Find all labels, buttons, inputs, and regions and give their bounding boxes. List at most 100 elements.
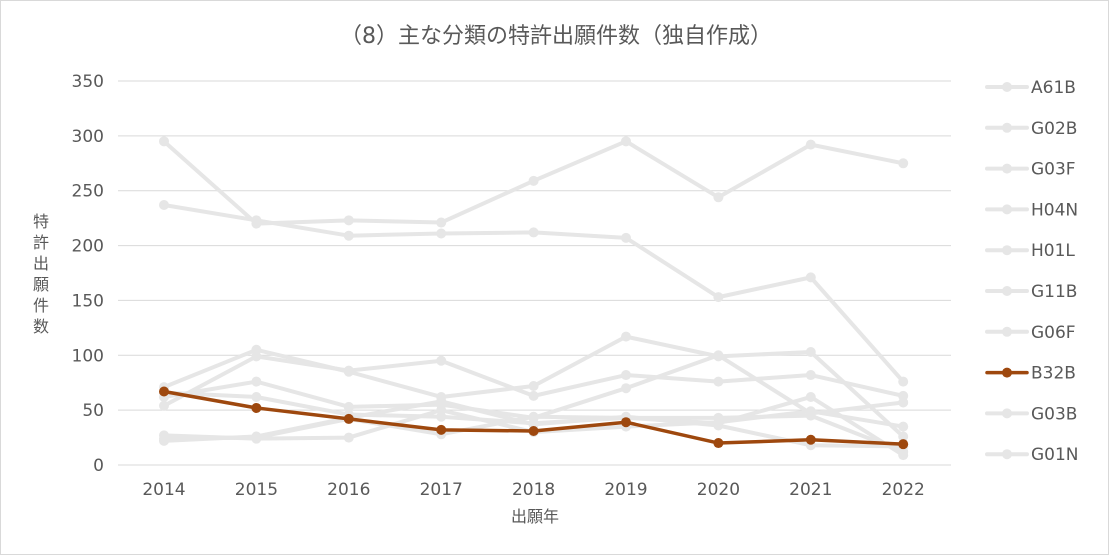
data-point (251, 432, 262, 443)
data-point (436, 228, 447, 239)
legend-label: B32B (1031, 364, 1076, 384)
legend-marker (1002, 82, 1012, 92)
data-point (528, 425, 539, 436)
data-point (805, 391, 816, 402)
legend-marker (1002, 449, 1012, 460)
data-point (713, 192, 724, 203)
legend-item-g11b: G11B (985, 282, 1077, 302)
legend-marker (1002, 408, 1012, 419)
data-point (805, 346, 816, 357)
data-point (898, 376, 909, 387)
data-point (621, 232, 631, 243)
legend-marker (1002, 122, 1012, 133)
data-point (436, 396, 447, 407)
x-axis-title: 出願年 (511, 507, 559, 526)
data-point (898, 158, 909, 169)
x-tick-label: 2022 (882, 480, 925, 500)
data-point (898, 431, 909, 442)
x-axis-ticks: 2014 2015 2016 2017 2018 2019 2020 2021 2022 (142, 480, 924, 500)
legend-marker (1002, 286, 1012, 296)
legend-marker (1002, 204, 1012, 215)
y-tick-label: 50 (82, 401, 104, 421)
y-tick-label: 250 (72, 182, 104, 202)
data-point (713, 438, 724, 449)
y-axis-title-char: 特 (33, 212, 49, 231)
series-h04n (159, 351, 909, 411)
data-point (805, 410, 816, 421)
y-tick-label: 350 (72, 72, 104, 92)
data-point (528, 381, 539, 392)
data-point (898, 421, 909, 432)
y-axis-title-char: 許 (33, 233, 49, 252)
data-point (713, 418, 724, 429)
data-point (713, 292, 724, 303)
data-point (713, 376, 724, 387)
data-point (251, 391, 262, 402)
data-point (528, 227, 539, 238)
legend-label: G03F (1031, 160, 1076, 180)
x-tick-label: 2016 (327, 480, 370, 500)
legend-item-h04n: H04N (985, 200, 1078, 220)
data-point (343, 401, 354, 412)
y-axis-title: 特許出願件数 (33, 212, 49, 336)
legend-item-g01n: G01N (985, 445, 1079, 465)
x-tick-label: 2021 (789, 480, 832, 500)
data-point (713, 350, 724, 361)
legend-label: G01N (1031, 445, 1079, 465)
data-point (436, 355, 447, 366)
x-tick-label: 2020 (697, 480, 740, 500)
data-point (159, 199, 169, 210)
legend-item-b32b: B32B (985, 364, 1076, 384)
legend-label: G02B (1031, 119, 1077, 139)
legend-marker (1002, 245, 1012, 256)
legend-marker (1002, 367, 1012, 378)
legend-item-g03b: G03B (985, 404, 1077, 424)
y-axis-title-char: 数 (33, 317, 49, 336)
data-point (621, 383, 631, 394)
legend-label: H04N (1031, 200, 1078, 220)
data-point (159, 386, 169, 397)
y-tick-label: 150 (72, 291, 104, 311)
y-tick-label: 300 (72, 127, 104, 147)
legend-label: A61B (1031, 78, 1076, 98)
legend-marker (1002, 163, 1012, 174)
y-tick-label: 200 (72, 237, 104, 257)
y-tick-label: 0 (93, 456, 104, 476)
data-point (805, 139, 816, 150)
data-point (159, 136, 169, 147)
legend-item-h01l: H01L (985, 241, 1075, 261)
data-point (805, 370, 816, 381)
series-b32b (159, 386, 909, 450)
data-point (343, 432, 354, 443)
legend-item-g03f: G03F (985, 160, 1076, 180)
data-point (343, 215, 354, 226)
series-a61b (159, 136, 909, 229)
y-axis-ticks: 0 50 100 150 200 250 300 350 (72, 72, 104, 476)
data-point (343, 365, 354, 376)
data-point (528, 390, 539, 401)
data-point (251, 402, 262, 413)
data-point (621, 370, 631, 381)
x-tick-label: 2014 (142, 480, 185, 500)
data-point (528, 175, 539, 186)
chart-title: （8）主な分類の特許出願件数（独自作成） (340, 24, 772, 49)
data-point (159, 400, 169, 411)
data-point (528, 411, 539, 422)
data-point (251, 376, 262, 387)
data-point (621, 136, 631, 147)
data-point (251, 351, 262, 362)
legend-label: G03B (1031, 404, 1077, 424)
series-lines (159, 136, 909, 461)
y-axis-title-char: 出 (33, 254, 49, 273)
data-point (436, 411, 447, 422)
x-tick-label: 2015 (235, 480, 278, 500)
legend-label: G11B (1031, 282, 1077, 302)
data-point (436, 217, 447, 228)
y-tick-label: 100 (72, 346, 104, 366)
data-point (805, 434, 816, 445)
data-point (898, 450, 909, 461)
data-point (621, 331, 631, 342)
y-axis-title-char: 件 (33, 296, 49, 315)
